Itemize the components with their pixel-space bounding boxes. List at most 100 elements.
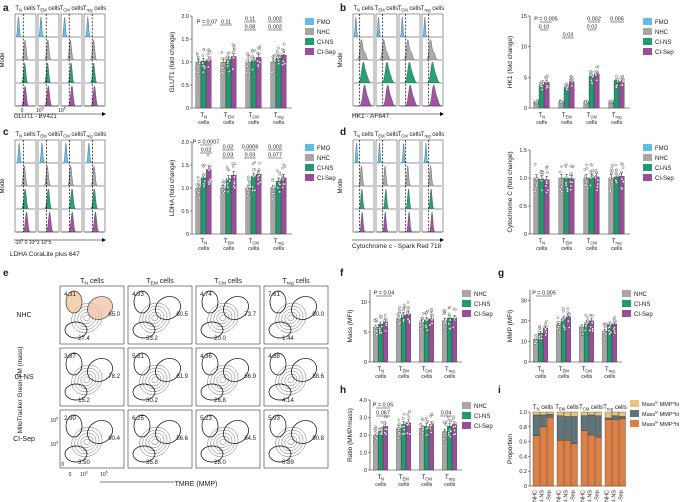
data-point	[596, 178, 599, 182]
gate-percent: 4.88	[268, 354, 280, 360]
bar-CI-Sep-3	[451, 318, 457, 363]
bar-CI-Sep-3	[281, 177, 287, 235]
mode-axis-label: Mode	[338, 52, 344, 68]
gate-percent: 2.90	[64, 416, 76, 422]
data-point	[571, 164, 575, 168]
data-point	[373, 429, 377, 432]
data-point	[220, 71, 224, 74]
x-category-label: CI-Sep	[618, 490, 624, 502]
contour-line	[284, 311, 298, 325]
data-point	[397, 422, 401, 426]
stack-segment-2	[546, 417, 554, 487]
histogram-trace-CI-NS	[39, 188, 58, 210]
x-category-label: CI-NS	[611, 490, 617, 502]
y-axis-title: HK1 (fold change)	[507, 36, 514, 88]
data-point	[564, 183, 568, 187]
data-point	[397, 419, 401, 422]
data-point	[250, 50, 254, 54]
gate-mass-lo-mmp-lo	[133, 290, 151, 314]
data-point	[281, 60, 285, 63]
population-label-1: TEM cells	[555, 405, 579, 412]
contour-line	[139, 364, 171, 395]
data-point	[560, 185, 563, 188]
bar-NHC-2	[245, 61, 251, 109]
gate-percent: 4.31	[64, 292, 76, 298]
gate-percent: 0.89	[282, 460, 294, 466]
data-point	[544, 80, 548, 84]
x-category-label: NHC	[604, 490, 610, 502]
data-point	[619, 172, 622, 176]
bar-NHC-3	[270, 187, 276, 235]
data-point	[246, 60, 249, 64]
x-category-label: CI-Sep	[546, 490, 552, 502]
x-category-label: Treg	[605, 367, 615, 374]
data-point	[560, 165, 563, 168]
p-value-label: 0.11	[221, 20, 231, 26]
legend-label-CI-NS: CI-NS	[317, 166, 333, 172]
gate-percent: 7.61	[268, 292, 280, 298]
histogram-trace-NHC	[400, 165, 419, 187]
legend-swatch-CI-Sep	[462, 422, 471, 429]
x-category-label: TN	[537, 367, 544, 374]
stack-segment-0	[580, 411, 588, 416]
x-category-label: TCM	[587, 113, 598, 120]
data-point	[431, 421, 434, 424]
y-tick-label: 15	[521, 14, 527, 20]
legend-label-FMO: FMO	[317, 146, 331, 152]
data-point	[275, 169, 279, 172]
data-point	[570, 172, 573, 175]
data-point	[545, 324, 548, 328]
gate-mass-lo-mmp-lo	[201, 290, 219, 314]
data-point	[233, 186, 237, 190]
population-label-0: TN cells	[15, 132, 35, 139]
legend-swatch-CI-NS	[643, 38, 652, 45]
histogram-trace-NHC	[377, 39, 396, 61]
gate-mass-lo-mmp-lo	[269, 290, 287, 314]
x-category-label: TEM	[399, 367, 409, 374]
data-point	[544, 333, 548, 337]
histogram-trace-CI-Sep	[377, 84, 397, 107]
histogram-trace-CI-NS	[62, 62, 81, 84]
bar-CI-NS-3	[613, 176, 620, 235]
y-tick-label: 0.4	[519, 454, 527, 460]
data-point	[272, 184, 276, 188]
contour-plot: 7.61 90.0 1.44	[263, 285, 329, 345]
gate-mass-lo-mmp-lo	[201, 352, 219, 376]
histogram-trace-FMO	[353, 143, 373, 164]
data-point	[534, 187, 537, 190]
panel-letter-f: f	[340, 268, 344, 279]
gate-mass-hi-mmp-hi	[155, 420, 181, 444]
data-point	[569, 188, 573, 191]
legend-swatch-1	[630, 410, 639, 417]
data-point	[615, 168, 618, 172]
data-point	[584, 324, 588, 327]
legend-label-NHC: NHC	[655, 30, 669, 36]
data-point	[207, 182, 211, 186]
stack-segment-1	[532, 414, 540, 436]
contour-line	[148, 435, 162, 449]
data-point	[567, 319, 570, 323]
panel-letter-a: a	[3, 3, 9, 14]
data-point	[197, 191, 201, 195]
data-point	[220, 66, 224, 69]
data-point	[448, 306, 451, 309]
tick: 0	[21, 108, 24, 114]
x-category-sub: cells	[586, 246, 597, 252]
contour-line	[213, 308, 233, 328]
data-point	[442, 309, 445, 312]
x-category-label: TEM	[559, 367, 569, 374]
data-point	[270, 197, 274, 201]
contour-line	[216, 435, 230, 449]
stack-segment-2	[539, 426, 547, 487]
data-point	[378, 327, 381, 330]
data-point	[620, 170, 623, 174]
data-point	[557, 325, 560, 328]
data-point	[533, 189, 537, 193]
stack-segment-2	[570, 443, 578, 487]
data-point	[611, 169, 614, 173]
legend-swatch-FMO	[305, 144, 314, 151]
legend-swatch-CI-Sep	[305, 48, 314, 55]
histogram-trace-CI-Sep	[39, 211, 58, 233]
data-point	[591, 327, 594, 331]
contour-line	[80, 435, 94, 449]
